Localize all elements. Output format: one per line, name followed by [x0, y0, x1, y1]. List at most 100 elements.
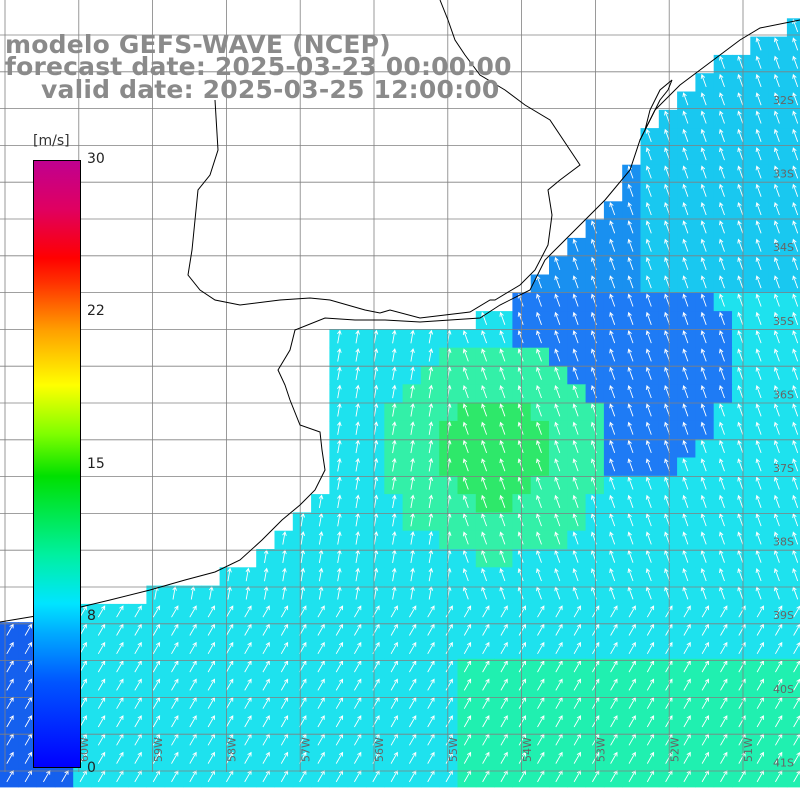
wind-arrow [410, 329, 415, 344]
wind-arrow [682, 421, 689, 435]
wind-arrow [700, 531, 707, 545]
wind-arrow [755, 183, 762, 197]
wind-arrow [481, 311, 488, 325]
wind-arrow [554, 348, 561, 362]
wind-arrow [462, 348, 469, 362]
wind-arrow [499, 330, 506, 344]
wind-arrow [756, 678, 764, 691]
wind-arrow [792, 238, 799, 252]
wind-cell [786, 658, 800, 678]
wind-arrow [755, 458, 762, 472]
wind-arrow [410, 476, 415, 490]
latitude-label: 36S [773, 388, 794, 401]
wind-arrow [462, 366, 469, 380]
wind-arrow [572, 458, 579, 472]
wind-arrow [427, 641, 435, 655]
wind-arrow [627, 275, 634, 289]
wind-arrow [573, 751, 581, 764]
wind-arrow [792, 275, 799, 289]
wind-arrow [756, 623, 764, 636]
wind-arrow [555, 641, 563, 655]
wind-arrow [627, 439, 634, 454]
wind-arrow [355, 457, 360, 472]
wind-arrow [537, 605, 545, 618]
wind-arrow [462, 330, 469, 344]
wind-arrow [499, 348, 506, 362]
wind-cell [786, 677, 800, 696]
wind-arrow [116, 715, 124, 728]
wind-arrow [627, 293, 634, 307]
wind-arrow [755, 110, 762, 124]
wind-arrow [6, 623, 14, 636]
wind-arrow [116, 641, 124, 655]
wind-arrow [719, 330, 725, 344]
wind-arrow [719, 202, 725, 216]
wind-arrow [391, 348, 397, 362]
wind-arrow [572, 531, 579, 545]
wind-arrow [682, 568, 689, 582]
longitude-label: 53W [595, 737, 608, 762]
wind-arrow [244, 623, 252, 636]
wind-arrow [755, 476, 762, 490]
wind-arrow [572, 293, 579, 307]
wind-arrow [773, 531, 780, 545]
wind-arrow [354, 678, 362, 691]
wind-arrow [609, 330, 616, 344]
wind-arrow [152, 660, 161, 673]
colorbar [33, 160, 81, 768]
wind-arrow [373, 402, 379, 417]
wind-arrow [737, 531, 744, 545]
wind-arrow [627, 256, 634, 271]
wind-arrow [737, 128, 744, 142]
wind-arrow [756, 605, 764, 618]
wind-arrow [97, 605, 106, 618]
coastline [0, 0, 800, 623]
wind-arrow [572, 421, 579, 435]
title-model: modelo GEFS-WAVE (NCEP) [5, 30, 391, 59]
wind-arrow [481, 513, 488, 527]
wind-arrow [354, 605, 362, 618]
wind-arrow [337, 348, 342, 362]
wind-arrow [554, 421, 561, 435]
wind-arrow [244, 605, 252, 618]
wind-cell [786, 585, 800, 605]
wind-arrow [517, 568, 524, 582]
wind-arrow [792, 458, 799, 472]
wind-arrow [719, 403, 725, 417]
wind-arrow [792, 476, 799, 490]
wind-arrow [427, 605, 435, 618]
wind-arrow [792, 403, 799, 417]
wind-arrow [773, 385, 780, 399]
wind-arrow [719, 165, 725, 179]
wind-arrow [572, 311, 579, 325]
wind-arrow [428, 567, 434, 582]
wind-arrow [391, 366, 397, 380]
wind-arrow [263, 567, 269, 582]
wind-arrow [682, 92, 689, 106]
wind-arrow [555, 605, 563, 618]
wind-arrow [152, 715, 161, 728]
wind-arrow [719, 183, 725, 197]
wind-arrow [337, 329, 342, 344]
wind-arrow [792, 220, 799, 234]
wind-arrow [97, 715, 106, 728]
wind-arrow [682, 531, 689, 545]
wind-arrow [773, 458, 780, 472]
wind-arrow [792, 513, 799, 527]
wind-arrow [755, 330, 762, 344]
wind-arrow [355, 476, 360, 490]
wind-arrow [499, 531, 506, 545]
wind-arrow [409, 660, 417, 673]
wind-arrow [536, 494, 542, 508]
wind-arrow [755, 202, 762, 216]
wind-arrow [355, 384, 360, 399]
wind-arrow [682, 183, 689, 197]
wind-arrow [462, 531, 469, 545]
wind-arrow [755, 238, 762, 252]
wind-cell [786, 366, 800, 385]
wind-arrow [609, 476, 616, 490]
wind-arrow [700, 238, 707, 252]
wind-arrow [755, 256, 762, 271]
wind-arrow [445, 623, 453, 636]
wind-arrow [428, 494, 434, 509]
